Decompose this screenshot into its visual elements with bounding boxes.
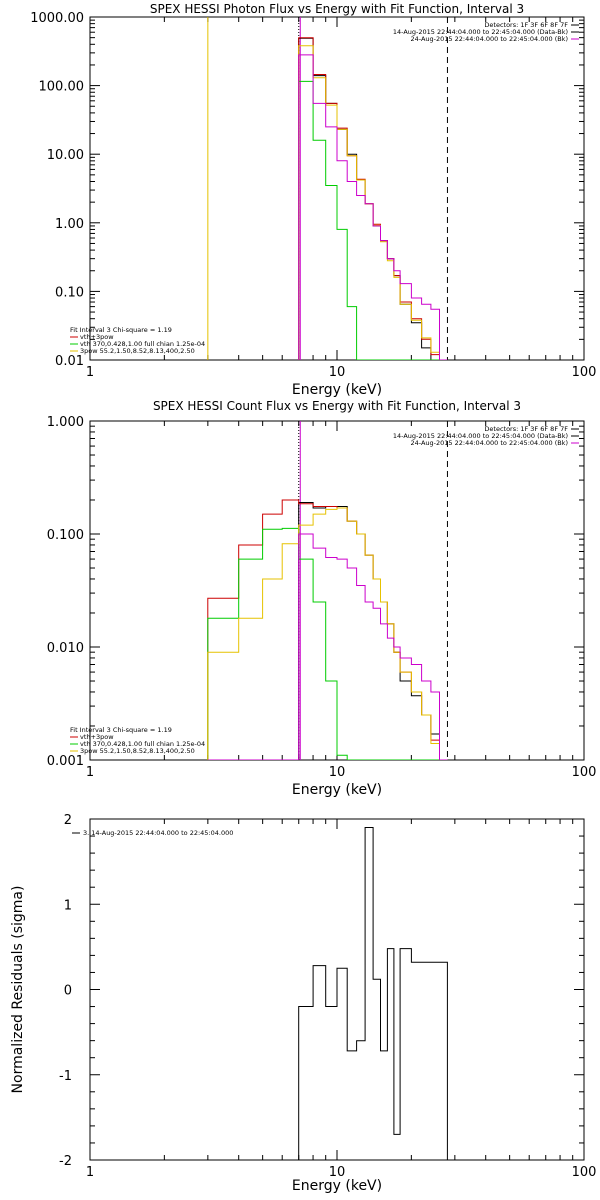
chart-panel-2: SPEX HESSI Count Flux vs Energy with Fit…: [47, 399, 597, 798]
x-tick-label: 100: [572, 365, 597, 380]
y-tick-label: 0.100: [47, 528, 84, 543]
chart-panel-3: 1 10 100 -2 -1 0 1 2 Energy (keV) Normalized Resi…: [10, 813, 596, 1194]
series-line-3: [207, 527, 448, 760]
x-tick-label: 100: [572, 1165, 597, 1180]
series-group: [298, 37, 448, 360]
x-axis-label: Energy (keV): [292, 1178, 382, 1194]
y-tick-label: 0.10: [55, 285, 84, 300]
y-tick-label: 0.01: [55, 354, 84, 369]
legend-label: vth 370,0.428,1.00 full chian 1.25e-04: [80, 740, 205, 748]
x-axis-ticks: 1 10 100: [86, 421, 597, 780]
x-tick-label: 10: [329, 765, 346, 780]
x-axis-label: Energy (keV): [292, 782, 382, 798]
x-axis-label: Energy (keV): [292, 382, 382, 398]
series-line-1: [298, 37, 448, 360]
series-line-4: [207, 507, 448, 760]
y-tick-label: 1.00: [55, 217, 84, 232]
series-line-1: [207, 502, 448, 760]
legend: Fit Interval 3 Chi-square = 1.19vth+3pow…: [70, 326, 205, 355]
legend-title: Fit Interval 3 Chi-square = 1.19: [70, 726, 172, 734]
y-tick-label: 100.00: [39, 80, 85, 95]
y-tick-label: -2: [59, 1154, 72, 1169]
y-tick-label: 0.010: [47, 641, 84, 656]
legend-label: vth 370,0.428,1.00 full chian 1.25e-04: [80, 340, 205, 348]
x-tick-label: 10: [329, 365, 346, 380]
series-line-4: [298, 45, 448, 360]
series-line-2: [207, 499, 448, 760]
x-tick-label: 1: [86, 1165, 94, 1180]
y-axis-label: Normalized Residuals (sigma): [10, 886, 26, 1094]
y-tick-label: 0.001: [47, 754, 84, 769]
y-tick-label: 1: [64, 898, 72, 913]
series-line-5: [298, 54, 448, 360]
series-line-1: [298, 827, 448, 1160]
legend: Fit Interval 3 Chi-square = 1.19vth+3pow…: [70, 726, 205, 755]
y-axis-ticks: 0.01 0.10 1.00 10.00 100.00 1000.00: [30, 11, 584, 369]
y-tick-label: 1000.00: [30, 11, 84, 26]
legend: 3. 14-Aug-2015 22:44:04.000 to 22:45:04.…: [72, 829, 233, 837]
series-group: [298, 827, 448, 1160]
x-axis-ticks: 1 10 100: [86, 17, 597, 380]
y-tick-label: -1: [59, 1069, 72, 1084]
x-axis-ticks: 1 10 100: [86, 819, 597, 1180]
legend-title: Fit Interval 3 Chi-square = 1.19: [70, 326, 172, 334]
header-line: Detectors: 1F 3F 6F 8F 7F: [484, 425, 568, 433]
y-tick-label: 10.00: [47, 148, 84, 163]
legend-label: vth+3pow: [80, 733, 114, 741]
series-line-2: [298, 37, 448, 360]
header-line: 14-Aug-2015 22:44:04.000 to 22:45:04.000…: [393, 28, 568, 36]
legend-label: 3pow 55.2,1.50,8.52,8.13,400,2.50: [80, 747, 195, 755]
legend-label: 3. 14-Aug-2015 22:44:04.000 to 22:45:04.…: [83, 829, 233, 837]
header-line: Detectors: 1F 3F 6F 8F 7F: [484, 21, 568, 29]
chart-title: SPEX HESSI Photon Flux vs Energy with Fi…: [150, 2, 524, 16]
header-line: 14-Aug-2015 22:44:04.000 to 22:45:04.000…: [393, 432, 568, 440]
chart-panel-1: SPEX HESSI Photon Flux vs Energy with Fi…: [30, 2, 596, 398]
y-axis-ticks: 0.001 0.010 0.100 1.000: [47, 415, 584, 769]
series-line-5: [207, 533, 448, 760]
x-tick-label: 100: [572, 765, 597, 780]
series-group: [207, 499, 448, 760]
legend-label: 3pow 55.2,1.50,8.52,8.13,400,2.50: [80, 347, 195, 355]
header-line: 24-Aug-2015 22:44:04.000 to 22:45:04.000…: [411, 439, 568, 447]
y-tick-label: 1.000: [47, 415, 84, 430]
y-tick-label: 2: [64, 813, 72, 828]
legend-label: vth+3pow: [80, 333, 114, 341]
x-tick-label: 10: [329, 1165, 346, 1180]
x-tick-label: 1: [86, 765, 94, 780]
y-tick-label: 0: [64, 984, 72, 999]
series-line-3: [298, 80, 448, 360]
x-tick-label: 1: [86, 365, 94, 380]
y-axis-ticks: -2 -1 0 1 2: [59, 813, 584, 1169]
header-line: 24-Aug-2015 22:44:04.000 to 22:45:04.000…: [411, 35, 568, 43]
chart-title: SPEX HESSI Count Flux vs Energy with Fit…: [153, 399, 521, 413]
